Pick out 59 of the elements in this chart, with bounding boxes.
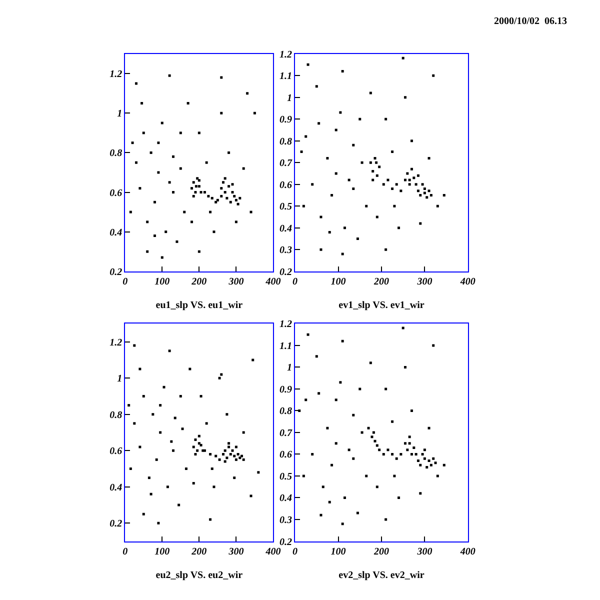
x-tick-label: 100 xyxy=(154,546,170,558)
y-tick-label: 0.4 xyxy=(280,493,292,504)
x-axis-title: eu2_slp VS. eu2_wir xyxy=(156,570,244,581)
y-tick-label: 1 xyxy=(117,108,122,120)
x-axis-title: eu1_slp VS. eu1_wir xyxy=(156,300,244,311)
y-tick-label: 0.2 xyxy=(280,536,292,548)
y-tick-label: 0.9 xyxy=(280,114,292,126)
x-tick-label: 100 xyxy=(330,546,346,558)
x-tick-label: 0 xyxy=(292,276,298,288)
x-tick-label: 400 xyxy=(459,546,476,558)
y-tick-label: 0.2 xyxy=(280,266,292,278)
y-tick-label: 0.9 xyxy=(280,384,292,396)
y-tick-label: 1 xyxy=(287,362,292,374)
y-tick-label: 0.5 xyxy=(280,471,292,482)
x-tick-label: 100 xyxy=(154,276,170,288)
x-tick-label: 400 xyxy=(459,276,476,288)
y-tick-label: 0.6 xyxy=(110,188,122,199)
y-tick-label: 0.5 xyxy=(280,202,292,213)
y-tick-label: 1.2 xyxy=(280,319,292,330)
y-tick-label: 1.1 xyxy=(280,340,292,352)
x-axis-title: ev1_slp VS. ev1_wir xyxy=(338,300,425,311)
y-tick-label: 0.8 xyxy=(110,148,122,160)
y-tick-label: 0.8 xyxy=(280,406,292,418)
y-tick-label: 1 xyxy=(117,374,122,385)
y-tick-label: 1.1 xyxy=(280,71,292,82)
x-tick-label: 100 xyxy=(330,276,346,288)
y-tick-label: 0.3 xyxy=(280,514,292,526)
y-tick-label: 0.8 xyxy=(110,410,122,421)
x-tick-label: 0 xyxy=(292,546,298,558)
x-tick-label: 200 xyxy=(190,546,207,558)
x-tick-label: 200 xyxy=(372,546,389,558)
x-tick-label: 300 xyxy=(416,276,432,288)
y-tick-label: 0.4 xyxy=(110,227,122,238)
x-tick-label: 300 xyxy=(228,276,244,288)
x-tick-label: 400 xyxy=(264,546,281,558)
y-tick-label: 0.2 xyxy=(110,518,122,530)
x-axis-title: ev2_slp VS. ev2_wir xyxy=(338,570,425,581)
y-tick-label: 0.6 xyxy=(280,180,292,191)
x-tick-label: 0 xyxy=(122,546,128,558)
y-tick-label: 0.7 xyxy=(280,158,294,170)
x-tick-label: 400 xyxy=(264,276,281,288)
x-tick-label: 300 xyxy=(416,546,432,558)
y-tick-label: 0.4 xyxy=(110,482,122,494)
x-tick-label: 300 xyxy=(228,546,244,558)
y-tick-label: 0.2 xyxy=(110,266,122,278)
y-tick-label: 0.8 xyxy=(280,136,292,148)
x-tick-label: 200 xyxy=(190,276,207,288)
y-tick-label: 1.2 xyxy=(110,69,122,80)
y-tick-label: 0.3 xyxy=(280,245,292,256)
x-tick-label: 0 xyxy=(122,276,128,288)
y-tick-label: 1.2 xyxy=(280,49,292,60)
y-tick-label: 1 xyxy=(287,92,292,104)
y-tick-label: 0.7 xyxy=(280,428,294,439)
text: 2000/10/02 06.13 xyxy=(494,16,568,27)
x-tick-label: 200 xyxy=(372,276,389,288)
y-tick-label: 0.6 xyxy=(110,446,122,458)
y-tick-label: 0.6 xyxy=(280,450,292,461)
y-tick-label: 0.4 xyxy=(280,223,292,234)
y-tick-label: 1.2 xyxy=(110,337,122,348)
